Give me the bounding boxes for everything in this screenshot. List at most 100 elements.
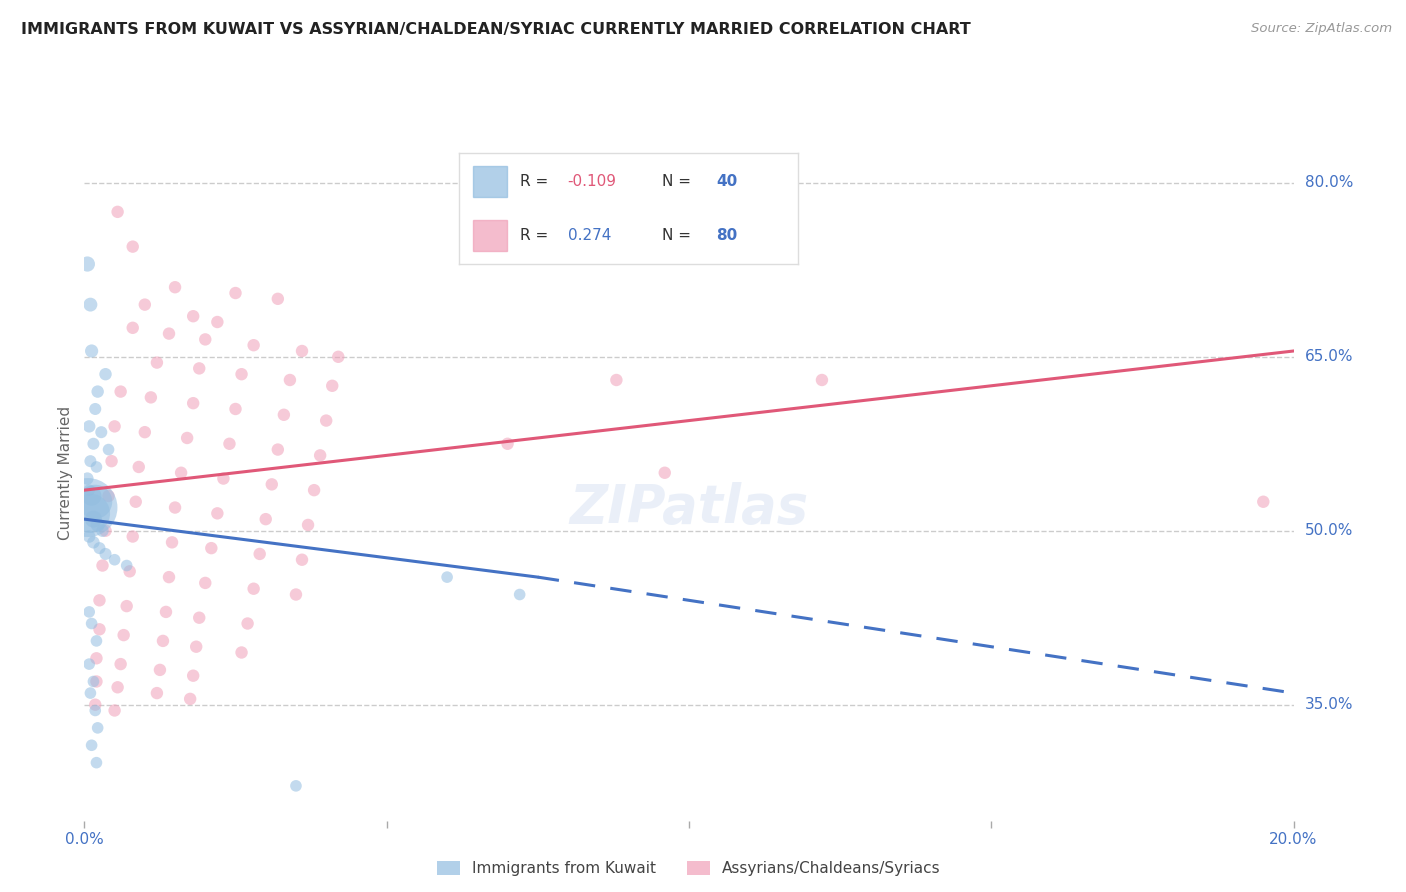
Point [80, 489, 103, 503]
Point [302, 483, 325, 498]
Point [91, 524, 114, 538]
Y-axis label: Currently Married: Currently Married [58, 406, 73, 540]
Point [157, 570, 180, 584]
Point [134, 425, 156, 440]
Point [146, 686, 169, 700]
Point [212, 472, 235, 486]
Point [82, 674, 104, 689]
Point [207, 507, 229, 521]
Point [77, 530, 100, 544]
Point [1251, 494, 1274, 508]
Point [165, 280, 187, 294]
Point [509, 587, 531, 601]
Point [110, 384, 132, 399]
Point [77, 657, 100, 671]
Text: 65.0%: 65.0% [1305, 350, 1353, 364]
Point [181, 396, 204, 410]
Point [91, 558, 114, 573]
Point [309, 449, 332, 463]
Point [225, 401, 247, 416]
Point [77, 500, 100, 515]
Point [194, 576, 217, 591]
Point [242, 582, 264, 596]
Point [110, 657, 132, 671]
Point [121, 530, 143, 544]
Point [188, 361, 211, 376]
Point [160, 535, 183, 549]
Point [121, 320, 143, 334]
Point [121, 239, 143, 253]
Point [165, 500, 187, 515]
Point [84, 698, 107, 712]
Point [80, 343, 103, 358]
Point [97, 442, 120, 457]
Point [496, 437, 519, 451]
Point [79, 507, 101, 521]
Point [107, 204, 129, 219]
Point [181, 669, 204, 683]
Point [104, 552, 127, 567]
Point [315, 414, 337, 428]
Point [231, 646, 253, 660]
Point [254, 512, 277, 526]
Point [260, 477, 283, 491]
Text: 50.0%: 50.0% [1305, 524, 1353, 538]
Point [86, 517, 108, 532]
Point [605, 373, 627, 387]
Point [236, 616, 259, 631]
Point [84, 703, 107, 717]
Text: Source: ZipAtlas.com: Source: ZipAtlas.com [1251, 22, 1392, 36]
Point [79, 297, 101, 311]
Point [225, 285, 247, 300]
Point [107, 680, 129, 694]
Point [86, 756, 108, 770]
Point [128, 460, 150, 475]
Point [84, 494, 107, 508]
Point [86, 651, 108, 665]
Point [80, 616, 103, 631]
Point [194, 332, 217, 346]
Point [249, 547, 271, 561]
Point [115, 558, 138, 573]
Point [186, 640, 208, 654]
Point [79, 454, 101, 468]
Text: 80.0%: 80.0% [1305, 176, 1353, 190]
Point [90, 425, 112, 440]
Point [125, 494, 148, 508]
Text: ZIPatlas: ZIPatlas [569, 482, 808, 533]
Point [76, 472, 98, 486]
Point [89, 623, 111, 637]
Point [80, 739, 103, 753]
Point [86, 674, 108, 689]
Point [321, 378, 343, 392]
Point [273, 408, 295, 422]
Point [181, 309, 204, 323]
Point [139, 391, 162, 405]
Point [278, 373, 301, 387]
Point [654, 466, 676, 480]
Point [811, 373, 834, 387]
Point [207, 315, 229, 329]
Point [436, 570, 458, 584]
Text: IMMIGRANTS FROM KUWAIT VS ASSYRIAN/CHALDEAN/SYRIAC CURRENTLY MARRIED CORRELATION: IMMIGRANTS FROM KUWAIT VS ASSYRIAN/CHALD… [21, 22, 970, 37]
Point [89, 541, 111, 555]
Point [149, 663, 172, 677]
Point [157, 326, 180, 341]
Point [134, 297, 156, 311]
Point [84, 401, 107, 416]
Point [146, 355, 169, 369]
Point [176, 431, 198, 445]
Point [152, 633, 174, 648]
Point [89, 593, 111, 607]
Point [291, 343, 314, 358]
Point [77, 605, 100, 619]
Point [297, 517, 319, 532]
Point [86, 384, 108, 399]
Point [242, 338, 264, 352]
Point [115, 599, 138, 614]
Text: 35.0%: 35.0% [1305, 698, 1353, 712]
Point [79, 686, 101, 700]
Point [155, 605, 177, 619]
Point [82, 512, 104, 526]
Point [328, 350, 350, 364]
